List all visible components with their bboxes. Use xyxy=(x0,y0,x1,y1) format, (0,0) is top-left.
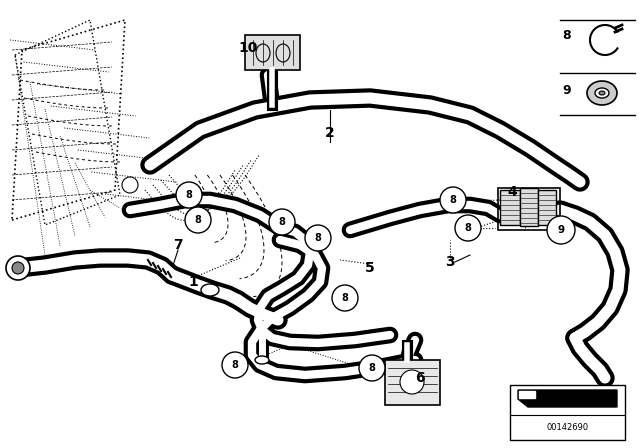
Text: 2: 2 xyxy=(325,126,335,140)
Text: 8: 8 xyxy=(465,223,472,233)
Bar xyxy=(538,190,556,225)
Text: 8: 8 xyxy=(369,363,376,373)
Bar xyxy=(245,35,300,70)
Text: 8: 8 xyxy=(232,360,239,370)
Ellipse shape xyxy=(599,91,605,95)
Bar xyxy=(498,188,560,230)
Bar xyxy=(385,360,440,405)
Ellipse shape xyxy=(201,284,219,296)
Text: 8: 8 xyxy=(186,190,193,200)
Text: 8: 8 xyxy=(342,293,348,303)
Text: 6: 6 xyxy=(415,371,425,385)
Circle shape xyxy=(305,225,331,251)
Bar xyxy=(510,385,625,440)
Ellipse shape xyxy=(587,81,617,105)
Circle shape xyxy=(6,256,30,280)
Circle shape xyxy=(269,209,295,235)
Text: 10: 10 xyxy=(238,41,258,55)
Polygon shape xyxy=(519,391,535,398)
Text: 8: 8 xyxy=(562,29,571,42)
Text: 5: 5 xyxy=(365,261,375,275)
Circle shape xyxy=(547,216,575,244)
Circle shape xyxy=(455,215,481,241)
Circle shape xyxy=(440,187,466,213)
Circle shape xyxy=(12,262,24,274)
Circle shape xyxy=(359,355,385,381)
Circle shape xyxy=(332,285,358,311)
Ellipse shape xyxy=(255,356,269,364)
Text: 7: 7 xyxy=(173,238,183,252)
Ellipse shape xyxy=(595,88,609,98)
Polygon shape xyxy=(518,390,617,407)
Text: 00142690: 00142690 xyxy=(547,423,589,432)
Text: 9: 9 xyxy=(557,225,564,235)
Circle shape xyxy=(122,177,138,193)
Circle shape xyxy=(185,207,211,233)
Text: 8: 8 xyxy=(449,195,456,205)
Circle shape xyxy=(222,352,248,378)
Text: 1: 1 xyxy=(188,275,198,289)
Text: 8: 8 xyxy=(278,217,285,227)
Circle shape xyxy=(400,370,424,394)
Text: 8: 8 xyxy=(195,215,202,225)
Text: 9: 9 xyxy=(562,83,571,96)
Text: 4: 4 xyxy=(507,185,517,199)
Circle shape xyxy=(176,182,202,208)
Bar xyxy=(520,188,538,226)
Text: 3: 3 xyxy=(445,255,455,269)
Bar xyxy=(500,190,520,225)
Text: 8: 8 xyxy=(315,233,321,243)
